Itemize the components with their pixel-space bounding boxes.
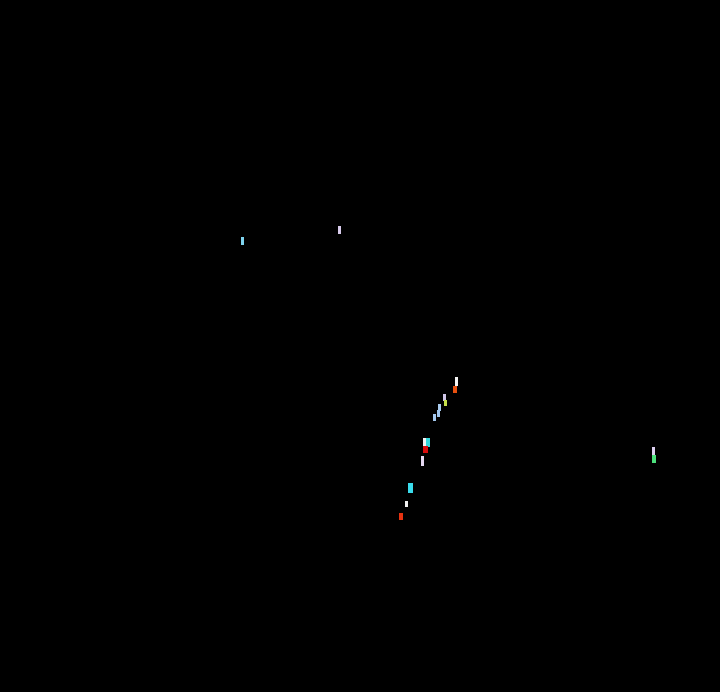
light-red-lower: [399, 513, 403, 520]
light-white-lower: [405, 501, 408, 507]
light-lavender-trail-1: [443, 394, 446, 401]
light-white-trail-top: [455, 377, 458, 386]
light-blue-trail-2: [437, 410, 440, 417]
light-lavender-upper-right: [338, 226, 341, 234]
light-yellow-green-trail: [444, 400, 447, 406]
light-white-mid: [423, 438, 426, 447]
light-lavender-right: [652, 447, 655, 455]
light-cyan-lower: [408, 483, 413, 493]
light-blue-trail-1: [438, 404, 441, 411]
light-blue-trail-3: [433, 414, 436, 421]
light-green-right: [652, 455, 656, 463]
light-cyan-mid: [426, 438, 430, 447]
light-orange-trail-top: [453, 386, 457, 393]
light-cyan-upper-left: [241, 237, 244, 245]
light-lavender-mid: [421, 456, 424, 466]
light-red-mid: [423, 446, 428, 453]
